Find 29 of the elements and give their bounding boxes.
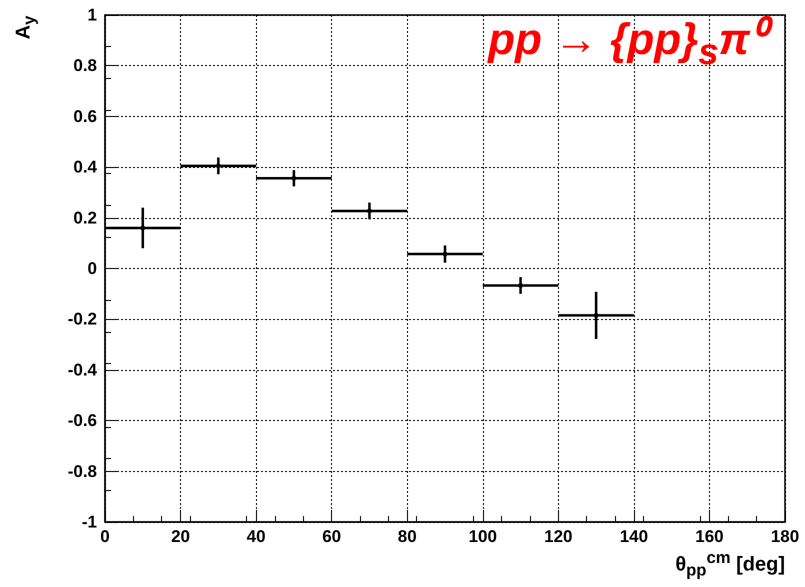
x-tick-label: 40 [246,527,266,546]
x-tick-label: 60 [322,527,342,546]
point [518,283,523,288]
point [292,176,296,180]
point [140,226,145,230]
x-tick-label: 140 [620,527,648,546]
x-tick-label: 0 [100,527,110,546]
x-tick-label: 100 [468,527,497,546]
x-tick-label: 120 [544,527,573,546]
point [443,252,447,256]
y-tick-label: 0.6 [73,106,97,126]
y-tick-label: 0.2 [73,208,97,228]
x-tick-label: 80 [398,527,417,546]
x-tick-label: 180 [770,527,800,546]
y-tick-label: -0.6 [68,411,97,430]
y-tick-label: -0.4 [68,360,98,380]
x-tick-label: 160 [695,527,724,546]
x-tick-label: 20 [171,527,190,546]
x-axis-title: θ$_{pp}$$^{cm}$ [deg] [675,548,785,581]
y-tick-label: 0.8 [73,56,97,76]
y-tick-label: -0.2 [68,310,97,329]
y-tick-label: 0 [88,259,97,278]
point [367,208,372,213]
point [216,164,220,168]
y-tick-label: -0.8 [68,462,97,481]
y-tick-label: 1 [88,6,97,24]
point [594,313,598,318]
y-tick-label: 0.4 [73,158,98,177]
y-tick-label: -1 [82,512,97,532]
